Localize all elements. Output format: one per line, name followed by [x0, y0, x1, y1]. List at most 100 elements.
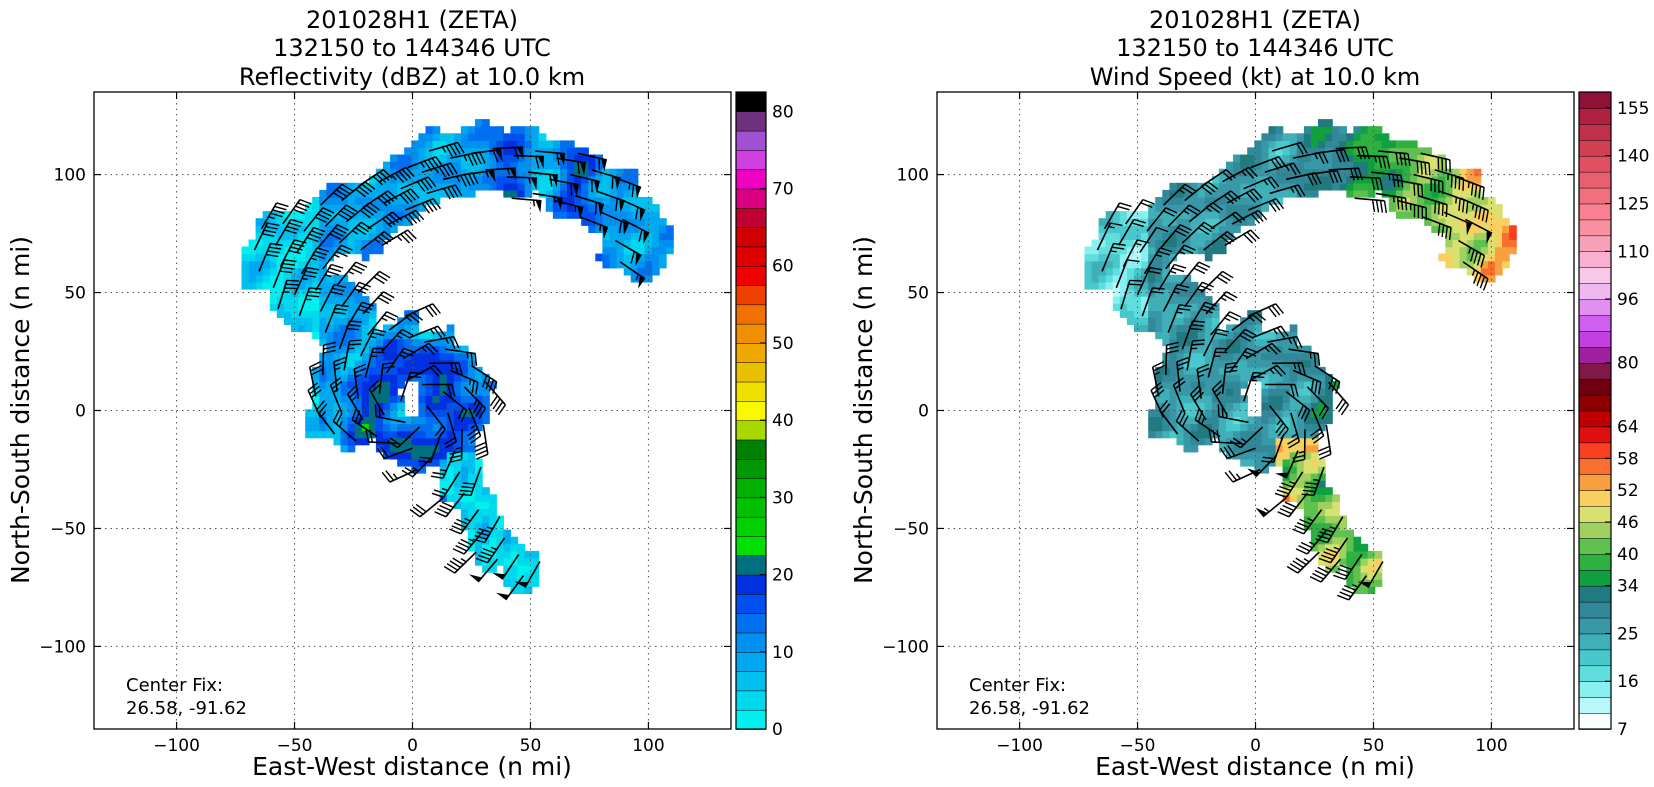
reflectivity-field-cell [326, 225, 335, 233]
wind-field-cell [1211, 395, 1220, 403]
wind-field-cell [1183, 218, 1192, 226]
reflectivity-wind-barb [336, 261, 368, 287]
wind-field-cell [1289, 175, 1298, 184]
wind-field-cell [1105, 274, 1114, 283]
wind-field-cell [1395, 140, 1404, 149]
wind-field-cell [1332, 558, 1340, 566]
wind-field-cell [1289, 402, 1298, 410]
wind-field-cell [1190, 395, 1199, 403]
wind-field-cell [1119, 289, 1128, 297]
reflectivity-field-cell [361, 246, 370, 255]
reflectivity-field-cell [460, 395, 469, 403]
reflectivity-field-cell [496, 175, 504, 184]
wind-field-cell [1318, 175, 1326, 184]
reflectivity-field-cell [354, 423, 363, 432]
reflectivity-field-cell [425, 451, 434, 460]
wind-field-cell [1452, 253, 1461, 262]
reflectivity-field-cell [517, 586, 526, 594]
reflectivity-field-cell [439, 182, 448, 191]
wind-field-cell [1155, 430, 1163, 439]
wind-field-cell [1084, 267, 1093, 276]
wind-field-cell [1289, 473, 1298, 481]
wind-field-cell [1275, 175, 1284, 184]
wind-field-cell [1169, 331, 1178, 340]
wind-field-cell [1318, 395, 1326, 403]
reflectivity-field-cell [581, 197, 589, 205]
reflectivity-field-cell [326, 338, 335, 347]
wind-field-cell [1105, 260, 1114, 269]
reflectivity-field-cell [354, 437, 363, 446]
reflectivity-field-cell [411, 154, 419, 163]
wind-field-cell [1233, 182, 1241, 191]
reflectivity-field-cell [404, 154, 412, 163]
reflectivity-field-cell [340, 402, 349, 410]
wind-field-cell [1261, 345, 1270, 354]
wind-field-cell [1254, 437, 1262, 446]
reflectivity-field-cell [291, 239, 299, 248]
wind-field-cell [1282, 402, 1291, 410]
wind-field-cell [1183, 395, 1192, 403]
wind-field-cell [1473, 253, 1482, 262]
wind-field-cell [1282, 395, 1291, 403]
wind-field-cell [1431, 168, 1439, 177]
wind-field-cell [1261, 133, 1270, 141]
reflectivity-field-cell [383, 161, 391, 170]
reflectivity-field-cell [312, 225, 320, 233]
wind-colorbar-segment [1578, 633, 1612, 651]
reflectivity-field-cell [397, 444, 405, 453]
wind-field-cell [1388, 189, 1397, 198]
wind-field-cell [1183, 182, 1192, 191]
wind-field-cell [1275, 409, 1284, 417]
wind-y-tick-label: 100 [897, 166, 929, 186]
reflectivity-y-tick-label: −50 [50, 519, 86, 539]
wind-colorbar-segment [1578, 91, 1612, 109]
wind-field-cell [1261, 352, 1270, 361]
reflectivity-field-cell [460, 437, 469, 446]
wind-field-cell [1169, 296, 1178, 304]
reflectivity-colorbar-segment [735, 690, 767, 711]
reflectivity-field-cell [609, 211, 618, 219]
wind-colorbar-segment [1578, 298, 1612, 316]
wind-field-cell [1303, 451, 1312, 460]
reflectivity-field-cell [453, 373, 462, 382]
wind-wind-barb [1245, 342, 1282, 360]
wind-field-cell [1332, 381, 1340, 389]
reflectivity-field-cell [319, 430, 327, 439]
wind-field-cell [1197, 388, 1206, 396]
wind-colorbar-segment [1578, 378, 1612, 396]
wind-field-cell [1395, 182, 1404, 191]
wind-field-cell [1268, 373, 1277, 382]
reflectivity-field-cell [467, 381, 476, 389]
reflectivity-y-tick-label: 50 [64, 284, 86, 304]
wind-field-cell [1169, 388, 1178, 396]
reflectivity-field-cell [404, 366, 412, 375]
reflectivity-field-cell [390, 189, 398, 198]
reflectivity-field-cell [460, 168, 469, 177]
reflectivity-field-cell [616, 189, 625, 198]
reflectivity-field-cell [269, 246, 278, 255]
wind-field-cell [1148, 218, 1156, 226]
wind-field-cell [1495, 260, 1503, 269]
reflectivity-wind-barb [381, 229, 417, 247]
reflectivity-wind-barb [351, 407, 378, 438]
reflectivity-field-cell [319, 232, 327, 241]
wind-field-cell [1296, 381, 1305, 389]
reflectivity-field-cell [347, 373, 356, 382]
wind-field-cell [1282, 480, 1291, 488]
reflectivity-field-cell [411, 373, 419, 382]
wind-field-cell [1155, 239, 1163, 248]
reflectivity-field-cell [248, 267, 257, 276]
reflectivity-field-cell [361, 437, 370, 446]
wind-field-cell [1381, 140, 1390, 149]
wind-field-cell [1211, 366, 1220, 375]
wind-field-cell [1176, 303, 1185, 311]
reflectivity-colorbar-segment [735, 419, 767, 441]
wind-field-cell [1353, 572, 1362, 580]
reflectivity-field-cell [312, 197, 320, 205]
wind-field-cell [1197, 416, 1206, 425]
reflectivity-field-cell [276, 253, 285, 262]
reflectivity-field-cell [241, 281, 250, 290]
reflectivity-colorbar-segment [735, 555, 767, 576]
reflectivity-field-cell [475, 140, 483, 149]
wind-field-cell [1148, 416, 1156, 425]
